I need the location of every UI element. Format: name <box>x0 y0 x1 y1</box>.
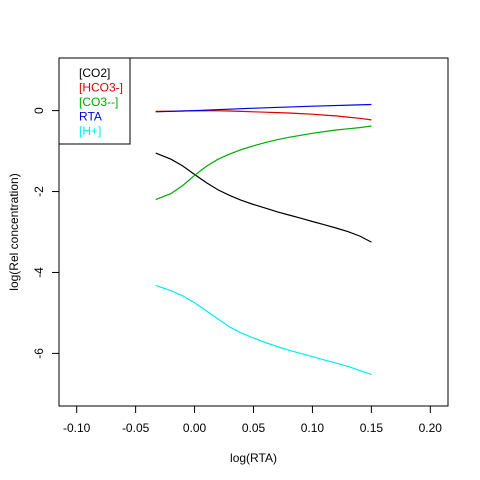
x-tick-label: 0.00 <box>183 421 207 435</box>
x-tick-label: 0.15 <box>360 421 384 435</box>
legend: [CO2][HCO3-][CO3--]RTA[H+] <box>58 57 131 145</box>
y-axis: 0 -2 -4 -6 <box>32 107 60 359</box>
series-line-1 <box>155 152 372 243</box>
series-line-4 <box>155 103 372 113</box>
legend-entry: RTA <box>79 110 102 124</box>
legend-entry: [H+] <box>79 124 101 138</box>
x-tick-label: 0.20 <box>419 421 443 435</box>
y-tick-label: -2 <box>32 186 46 197</box>
x-tick-label: -0.05 <box>122 421 150 435</box>
legend-entry: [HCO3-] <box>79 81 123 95</box>
legend-box <box>58 57 131 145</box>
x-tick-label: 0.05 <box>242 421 266 435</box>
y-tick-label: -4 <box>32 267 46 278</box>
y-tick-label: -6 <box>32 348 46 359</box>
x-axis-label: log(RTA) <box>230 451 277 465</box>
x-tick-label: -0.10 <box>63 421 91 435</box>
series-line-5 <box>155 284 372 375</box>
y-axis-label: log(Rel concentration) <box>7 173 21 290</box>
x-axis: -0.10 -0.05 0.00 0.05 0.10 0.15 0.20 <box>63 405 443 435</box>
y-tick-label: 0 <box>32 107 46 114</box>
series-layer <box>155 103 372 375</box>
x-tick-label: 0.10 <box>301 421 325 435</box>
legend-entry: [CO2] <box>79 66 110 80</box>
legend-entry: [CO3--] <box>79 95 118 109</box>
series-line-3 <box>155 125 372 201</box>
